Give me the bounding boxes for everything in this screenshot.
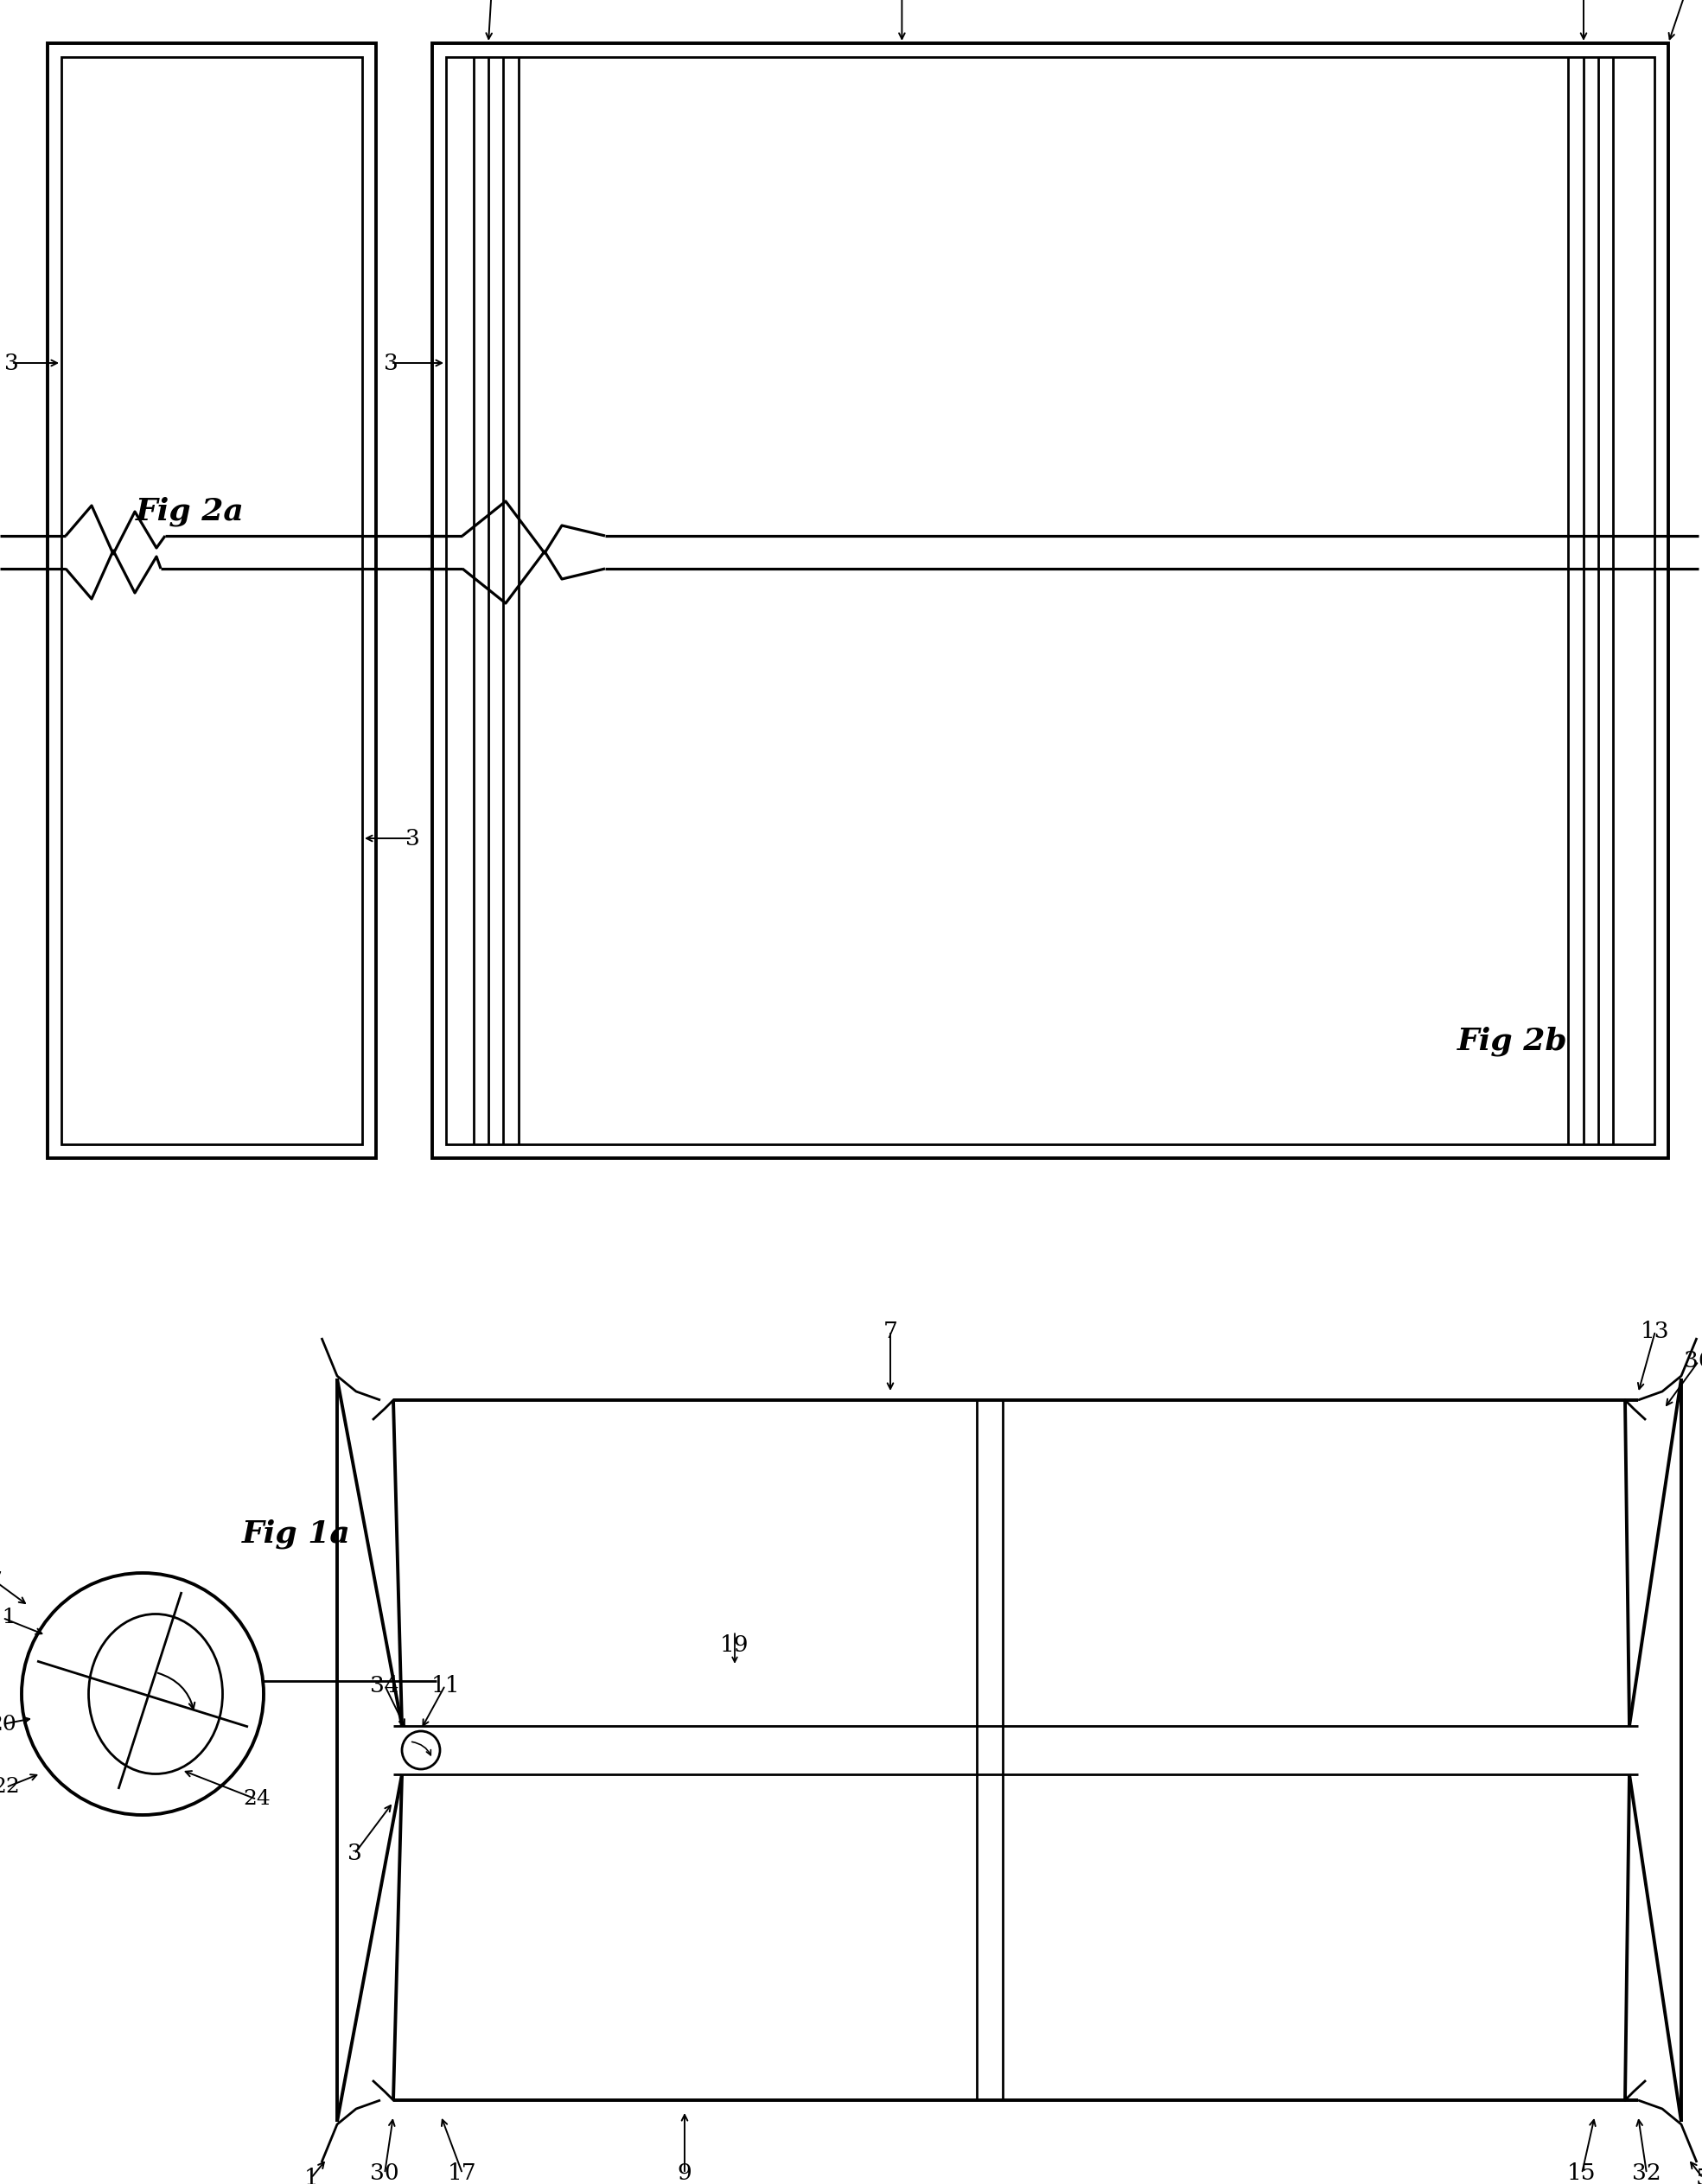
Text: 30: 30	[369, 2162, 400, 2184]
Text: 20: 20	[0, 1714, 17, 1734]
Text: 11: 11	[0, 1607, 17, 1627]
Bar	[48, 44, 376, 1158]
Text: 3: 3	[3, 352, 19, 373]
Text: 15: 15	[1568, 2162, 1596, 2184]
Text: 9: 9	[677, 2162, 691, 2184]
Text: 5: 5	[1668, 0, 1700, 39]
Text: 13: 13	[1641, 1319, 1670, 1341]
Text: 7: 7	[0, 1572, 2, 1592]
Bar	[61, 57, 363, 1144]
Bar	[446, 57, 1654, 1144]
Text: 7: 7	[883, 1319, 897, 1341]
Bar	[432, 44, 1668, 1158]
Text: 3: 3	[383, 352, 398, 373]
Text: Fig 2a: Fig 2a	[136, 496, 245, 526]
Text: 17: 17	[448, 2162, 477, 2184]
Text: Fig 2b: Fig 2b	[1457, 1026, 1568, 1057]
Text: 7: 7	[895, 0, 909, 39]
Text: 19: 19	[720, 1634, 749, 1655]
Text: 11: 11	[431, 1675, 460, 1697]
Text: 13: 13	[1569, 0, 1598, 39]
Text: 5: 5	[1695, 2167, 1702, 2184]
Text: 3: 3	[405, 828, 420, 850]
Text: 36: 36	[1683, 1350, 1702, 1372]
Text: 3: 3	[347, 1843, 363, 1865]
Text: 22: 22	[0, 1778, 20, 1797]
Text: 24: 24	[243, 1789, 271, 1808]
Text: 34: 34	[369, 1675, 400, 1697]
Text: 11: 11	[478, 0, 507, 39]
Text: 32: 32	[1632, 2162, 1661, 2184]
Text: Fig 1a: Fig 1a	[242, 1520, 351, 1548]
Text: 1: 1	[305, 2167, 318, 2184]
